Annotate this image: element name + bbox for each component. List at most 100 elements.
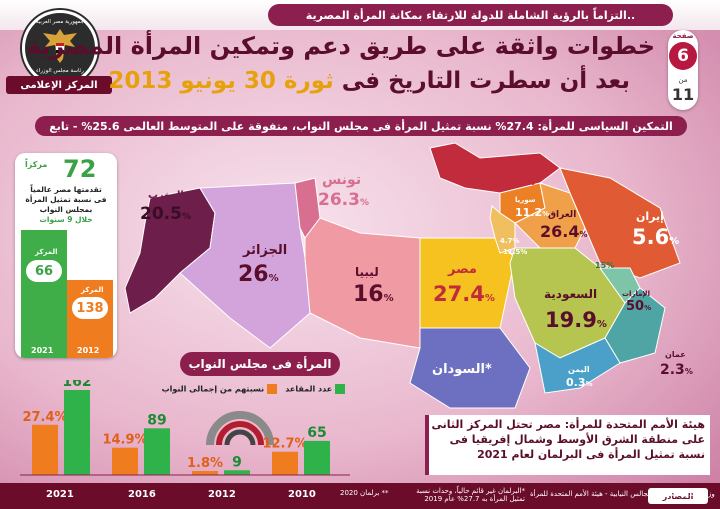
- logo-bottom-text: رئاسة مجلس الوزراء: [36, 68, 84, 74]
- rank-improvement-number: 72: [63, 155, 97, 183]
- label-morocco-value: 20.5%: [140, 204, 191, 224]
- label-jordan-value: 11.5%: [503, 248, 528, 256]
- label-syria-name: سوريا: [515, 196, 536, 204]
- label-yemen-value: 0.3%: [566, 376, 593, 389]
- rank-improvement-suffix: مركزاً: [25, 160, 48, 169]
- label-saudi-name: السعودية: [544, 287, 598, 301]
- label-algeria-value: 26%: [238, 262, 279, 287]
- map-yemen: [534, 337, 621, 394]
- page-indicator: صفحة 6 من 11: [668, 30, 698, 110]
- parliament-chamber-icon: [206, 411, 274, 446]
- eagle-emblem-icon: [43, 29, 77, 63]
- headline-prefix: بعد أن سطرت التاريخ فى: [333, 68, 630, 94]
- label-morocco-name: المغرب: [148, 190, 184, 201]
- media-center-label: المركز الإعلامى: [6, 76, 112, 94]
- share-bar-2016: [112, 447, 138, 475]
- seats-bar-2021: [64, 390, 90, 475]
- share-label-2021: 27.4%: [22, 410, 67, 425]
- chart-year-2010: 2010: [288, 489, 316, 500]
- slogan-banner: التزاماً بالرؤية الشاملة للدولة للارتقاء…: [268, 4, 673, 26]
- rank-2021-label: المركز: [35, 248, 58, 256]
- seats-label-2012: 9: [232, 454, 242, 470]
- share-bar-2012: [192, 471, 218, 475]
- year-2021-label: 2021: [31, 346, 54, 355]
- rank-2021-bar: المركز 66 2021: [21, 230, 67, 358]
- headline-line-2: بعد أن سطرت التاريخ فى ثورة 30 يونيو 201…: [108, 68, 630, 94]
- share-bar-2010: [272, 451, 298, 475]
- seats-bar-2012: [224, 470, 250, 475]
- legend-share-label: نسبتهم من إجمالى النواب: [161, 384, 265, 394]
- page-label: صفحة: [672, 32, 694, 40]
- label-egypt-value: 27.4%: [433, 282, 495, 306]
- label-saudi-value: 19.9%: [545, 308, 607, 332]
- seats-bar-2010: [304, 440, 330, 475]
- label-oman-name: عمان: [665, 350, 686, 359]
- label-algeria-name: الجزائر: [243, 243, 288, 258]
- label-egypt-name: مصر: [448, 262, 477, 277]
- page-number: 6: [669, 42, 697, 70]
- footnote-2: ** برلمان 2020: [340, 489, 389, 497]
- chart-year-2021: 2021: [46, 489, 74, 500]
- political-empowerment-bar: التمكين السياسى للمرأة: 27.4% نسبة تمثيل…: [35, 116, 687, 136]
- label-iraq-name: العراق: [548, 210, 577, 220]
- arab-region-map: [124, 142, 681, 409]
- label-libya-name: ليبيا: [355, 265, 379, 279]
- seats-label-2021: 162: [62, 380, 91, 390]
- label-libya-value: 16%: [353, 282, 394, 307]
- chart-year-2016: 2016: [128, 489, 156, 500]
- page-of: من: [678, 76, 688, 84]
- un-women-statement: هيئة الأمم المتحدة للمرأة: مصر تحتل المر…: [425, 415, 710, 475]
- label-iran-value: 5.6%: [632, 225, 680, 249]
- label-sudan-name: السودان*: [432, 362, 492, 377]
- label-bahrain-value: 15%: [595, 261, 615, 270]
- logo-top-text: جمهورية مصر العربية: [35, 19, 85, 25]
- share-label-2012: 1.8%: [187, 456, 223, 471]
- parliament-legend: عدد المقاعد نسبتهم من إجمالى النواب: [150, 384, 345, 394]
- rank-2021-value: 66: [26, 260, 62, 282]
- label-turkey-value: 17.3%: [484, 170, 535, 190]
- share-bar-2021: [32, 424, 58, 475]
- label-turkey-name: تركيا: [478, 160, 500, 170]
- footnote-1: *البرلمان غير قائم حالياً، وحدات نسبة تم…: [416, 487, 525, 503]
- label-iraq-value: 26.4%: [540, 222, 588, 241]
- label-tunisia-value: 26.3%: [318, 190, 369, 210]
- map-levant: [489, 205, 516, 254]
- legend-seats-label: عدد المقاعد: [285, 384, 333, 394]
- rank-2012-value: 138: [72, 297, 108, 319]
- rank-description: تقدمتها مصر عالمياً فى نسبة تمثيل المرأة…: [25, 185, 107, 224]
- page-total: 11: [671, 85, 695, 104]
- legend-share-swatch: [266, 384, 277, 394]
- seats-label-2010: 65: [307, 425, 326, 441]
- legend-seats-swatch: [335, 384, 345, 394]
- label-lebanon-value: 4.7%: [500, 237, 520, 245]
- parliament-bar-chart: 27.4% 162 14.9%89 1.8% 9 12.7%65: [20, 380, 350, 476]
- year-2012-label: 2012: [77, 346, 100, 355]
- label-iran-name: إيران: [636, 210, 664, 223]
- headline-highlight: ثورة 30 يونيو 2013: [108, 68, 334, 94]
- parliament-chart-title: المرأة فى مجلس النواب: [180, 352, 340, 376]
- map-iran: [559, 167, 681, 279]
- headline-line-1: خطوات واثقة على طريق دعم وتمكين المرأة ا…: [26, 32, 655, 60]
- seats-label-2016: 89: [147, 412, 166, 428]
- rank-2012-label: المركز: [81, 286, 104, 294]
- footer-bar: [0, 483, 720, 509]
- map-turkey: [429, 142, 561, 194]
- label-uae-name: الإمارات: [622, 290, 651, 298]
- label-uae-value: 50%: [626, 299, 652, 314]
- label-yemen-name: اليمن: [568, 365, 590, 374]
- label-tunisia-name: تونس: [322, 172, 362, 188]
- rank-card: 72 مركزاً تقدمتها مصر عالمياً فى نسبة تم…: [15, 153, 117, 358]
- map-sudan: [409, 327, 531, 409]
- sources-label: المصادر: [648, 488, 708, 504]
- label-syria-value: 11.2%: [515, 206, 550, 219]
- cabinet-logo: جمهورية مصر العربية رئاسة مجلس الوزراء: [22, 10, 98, 86]
- seats-bar-2016: [144, 428, 170, 475]
- share-label-2010: 12.7%: [262, 437, 307, 452]
- sources-text: وزارة الدولة لشئون المجالس النيابية - هي…: [530, 490, 715, 498]
- map-egypt: [419, 237, 516, 329]
- chart-year-2012: 2012: [208, 489, 236, 500]
- share-label-2016: 14.9%: [102, 433, 147, 448]
- label-oman-value: 2.3%: [660, 362, 693, 378]
- rank-2012-bar: المركز 138 2012: [67, 280, 113, 358]
